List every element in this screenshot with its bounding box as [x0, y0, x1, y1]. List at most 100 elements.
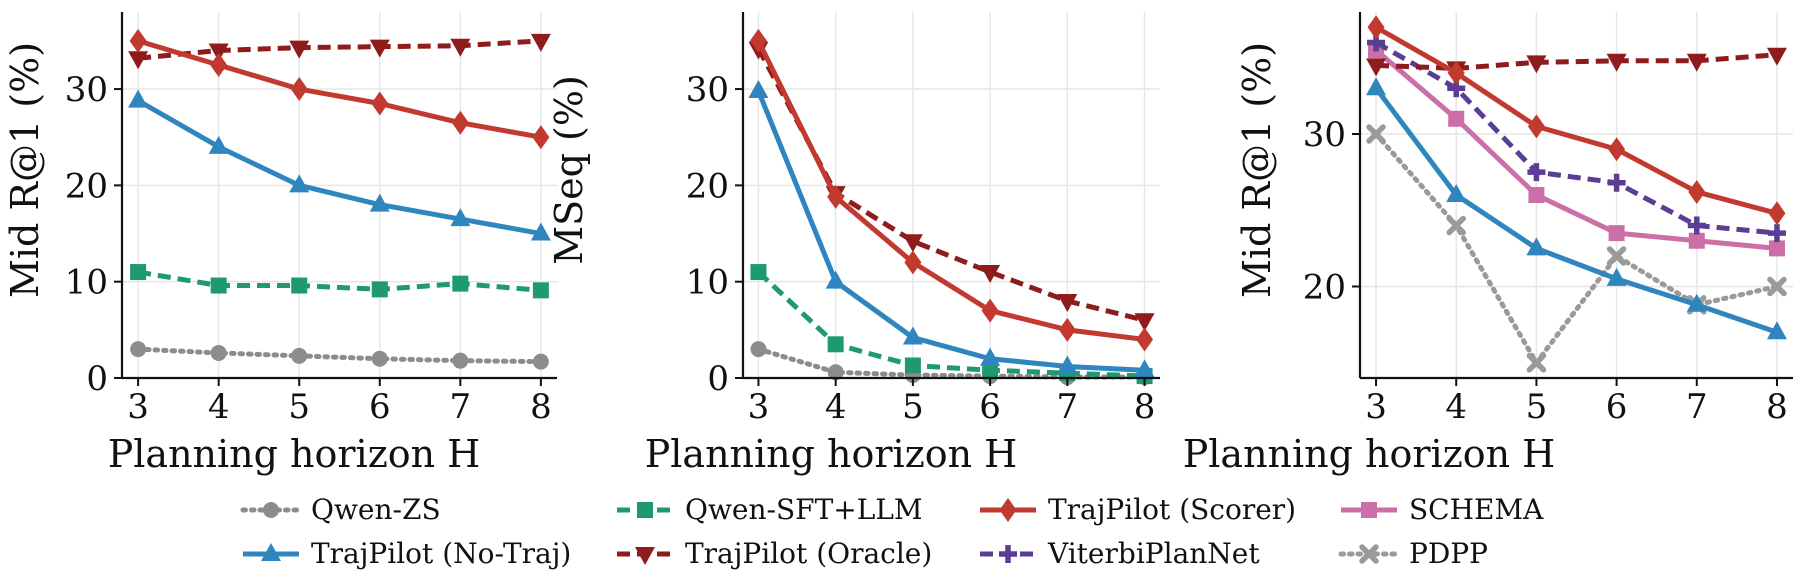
data-point — [1134, 359, 1155, 378]
data-point — [208, 135, 229, 154]
y-tick-label: 30 — [65, 70, 108, 110]
legend-marker — [999, 545, 1017, 563]
data-point — [902, 326, 923, 345]
data-point — [530, 222, 551, 241]
x-tick-label: 8 — [1766, 387, 1788, 427]
data-point — [1766, 47, 1787, 66]
data-point — [904, 357, 921, 374]
series-trajpilot-no-traj — [1366, 77, 1787, 340]
data-point — [1134, 313, 1155, 332]
panel-mseq: 3 4 5 6 7 8 0 10 20 30 MSeq (%) Planning horizon … — [547, 12, 1160, 476]
x-tick-label: 7 — [1057, 387, 1079, 427]
series-line — [756, 90, 1145, 373]
legend-entry: TrajPilot (No-Traj) — [243, 537, 571, 570]
series-line — [1374, 86, 1778, 335]
data-point — [1367, 15, 1385, 40]
data-point — [210, 344, 227, 361]
data-point — [291, 277, 308, 294]
legend-handle — [243, 543, 299, 561]
series-line — [137, 269, 542, 293]
data-point — [750, 341, 767, 358]
data-point — [1767, 276, 1787, 297]
data-point — [827, 336, 844, 353]
series-trajpilot-scorer — [749, 28, 1154, 352]
data-point — [1606, 267, 1627, 286]
y-tick-label: 30 — [1303, 115, 1346, 155]
data-point — [1768, 201, 1786, 226]
data-point — [1448, 110, 1465, 127]
data-point — [130, 264, 147, 281]
data-point — [748, 79, 769, 98]
data-point — [210, 52, 228, 77]
data-point — [532, 125, 550, 150]
data-point — [1608, 137, 1626, 162]
gridlines — [743, 12, 1160, 379]
y-tick-label: 0 — [86, 359, 108, 399]
series-line — [137, 38, 542, 140]
legend-handle — [1338, 544, 1400, 564]
legend-marker — [1361, 502, 1377, 518]
y-tick-label: 20 — [65, 166, 108, 206]
legend-marker — [263, 502, 279, 518]
y-tick-label: 10 — [686, 263, 729, 303]
series-line — [135, 346, 544, 365]
data-point — [1686, 53, 1707, 72]
series-line — [756, 39, 1145, 342]
legend: Qwen-ZS Qwen-SFT+LLM TrajPilot (Scorer) … — [240, 493, 1544, 570]
x-tick-label: 5 — [288, 387, 310, 427]
data-point — [827, 184, 845, 209]
x-tick-label: 7 — [1686, 387, 1708, 427]
data-point — [750, 264, 767, 281]
legend-label: SCHEMA — [1409, 493, 1544, 526]
legend-handle — [980, 545, 1036, 563]
series-trajpilot-no-traj — [748, 79, 1155, 378]
data-point — [827, 364, 844, 381]
legend-marker — [1359, 544, 1379, 564]
data-point — [128, 51, 149, 70]
panel-mid-r1: 3 4 5 6 7 8 0 10 20 30 Mid R@1 (%) Planning horiz… — [3, 12, 557, 476]
x-tick-label: 4 — [825, 387, 847, 427]
x-tick-label: 3 — [1365, 387, 1387, 427]
x-axis-label: Planning horizon H — [645, 432, 1018, 476]
data-point — [1366, 58, 1387, 77]
data-point — [371, 281, 388, 298]
data-point — [1526, 55, 1547, 74]
y-tick-label: 20 — [686, 166, 729, 206]
y-tick-label: 0 — [707, 359, 729, 399]
x-tick-label: 4 — [1445, 387, 1467, 427]
data-point — [1057, 355, 1078, 374]
x-tick-label: 8 — [530, 387, 552, 427]
x-tick-label: 6 — [979, 387, 1001, 427]
data-point — [1136, 327, 1154, 352]
y-axis-label: Mid R@1 (%) — [1235, 42, 1279, 298]
legend-entry: TrajPilot (Scorer) — [980, 493, 1296, 526]
data-point — [451, 110, 469, 135]
data-point — [1688, 179, 1706, 204]
data-point — [210, 277, 227, 294]
legend-entry: Qwen-ZS — [240, 493, 441, 526]
data-point — [1606, 53, 1627, 72]
data-point — [1766, 321, 1787, 340]
data-point — [452, 275, 469, 292]
data-point — [980, 347, 1001, 366]
legend-label: TrajPilot (No-Traj) — [311, 537, 571, 570]
data-point — [1526, 353, 1547, 373]
data-point — [369, 39, 390, 58]
data-point — [450, 208, 471, 227]
data-point — [1366, 77, 1387, 96]
x-tick-label: 3 — [127, 387, 149, 427]
data-point — [371, 91, 389, 116]
x-axis-label: Planning horizon H — [1183, 432, 1556, 476]
data-point — [1606, 246, 1627, 266]
data-point — [1446, 215, 1466, 236]
x-tick-label: 6 — [1606, 387, 1628, 427]
data-point — [1058, 317, 1076, 342]
legend-handle — [240, 502, 302, 518]
y-tick-label: 20 — [1303, 268, 1346, 308]
y-axis-label: Mid R@1 (%) — [3, 42, 47, 298]
series-trajpilot-scorer — [129, 28, 550, 150]
panel-mid-r1-baselines: 3 4 5 6 7 8 20 30 Mid R@1 (%) Planning horizon … — [1183, 12, 1793, 476]
series-schema — [1368, 42, 1785, 257]
legend-marker — [261, 543, 281, 561]
